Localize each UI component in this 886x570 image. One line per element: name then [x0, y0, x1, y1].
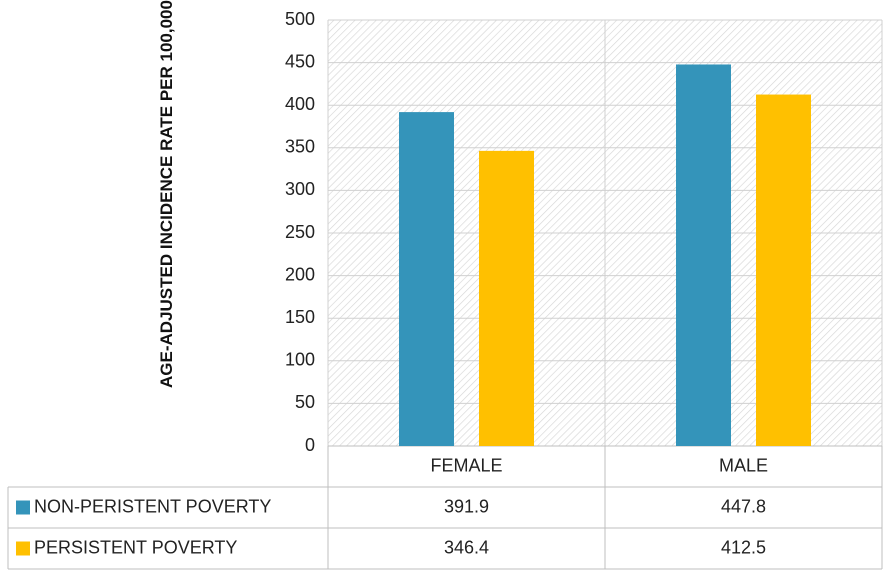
y-tick-label: 50 [295, 392, 315, 412]
legend-label: NON-PERISTENT POVERTY [34, 496, 271, 516]
bar [676, 64, 731, 447]
table-value: 412.5 [721, 537, 766, 557]
bar [756, 94, 811, 447]
y-axis-title: AGE-ADJUSTED INCIDENCE RATE PER 100,000 [157, 0, 176, 388]
table-value: 391.9 [444, 496, 489, 516]
x-tick-label: FEMALE [430, 455, 502, 475]
y-tick-label: 500 [285, 9, 315, 29]
y-tick-label: 350 [285, 137, 315, 157]
bar [399, 112, 454, 446]
legend-swatch [16, 500, 30, 515]
y-tick-label: 0 [305, 435, 315, 455]
legend-swatch [16, 541, 30, 556]
table-value: 447.8 [721, 496, 766, 516]
y-tick-label: 450 [285, 51, 315, 71]
y-tick-label: 300 [285, 179, 315, 199]
table-value: 346.4 [444, 537, 489, 557]
y-tick-label: 400 [285, 94, 315, 114]
legend-label: PERSISTENT POVERTY [34, 537, 237, 557]
y-tick-label: 250 [285, 222, 315, 242]
y-tick-label: 200 [285, 264, 315, 284]
x-tick-label: MALE [719, 455, 768, 475]
bar [479, 150, 534, 447]
y-tick-label: 100 [285, 350, 315, 370]
y-tick-label: 150 [285, 307, 315, 327]
